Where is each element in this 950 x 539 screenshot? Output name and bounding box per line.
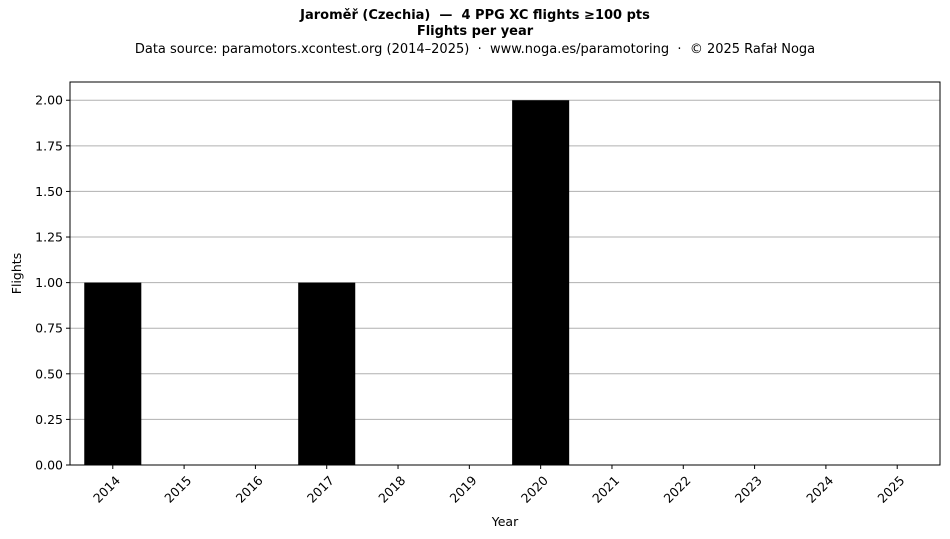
x-axis-label: Year: [491, 514, 519, 529]
gridlines: [70, 99, 940, 466]
bar-2020: [512, 100, 570, 465]
chart-source-note: Data source: paramotors.xcontest.org (20…: [134, 42, 816, 57]
bar-2017: [298, 282, 356, 465]
y-axis: 0.00 0.25 0.50 0.75 1.00 1.25 1.50 1.75 2.00: [35, 93, 70, 473]
bar-2014: [84, 282, 142, 465]
y-tick-label: 1.00: [35, 275, 63, 290]
x-tick-label: 2014: [90, 473, 123, 506]
chart-header: Jaroměř (Czechia) — 4 PPG XC flights ≥10…: [0, 8, 950, 59]
chart-subtitle: Flights per year: [416, 24, 534, 39]
plot-frame: [69, 81, 941, 466]
x-tick-label: 2019: [447, 473, 480, 506]
x-tick-label: 2018: [375, 473, 408, 506]
bars: [84, 100, 570, 465]
x-tick-label: 2021: [589, 473, 622, 506]
y-tick-label: 1.75: [35, 138, 63, 153]
y-tick-label: 1.25: [35, 230, 63, 245]
y-tick-label: 2.00: [35, 93, 63, 108]
x-tick-label: 2023: [732, 473, 765, 506]
y-tick-label: 0.75: [35, 321, 63, 336]
x-tick-label: 2017: [304, 473, 337, 506]
x-tick-label: 2015: [161, 473, 194, 506]
x-tick-label: 2024: [803, 473, 836, 506]
x-tick-label: 2025: [874, 473, 907, 506]
y-tick-label: 0.00: [35, 458, 63, 473]
y-tick-label: 1.50: [35, 184, 63, 199]
chart-title: Jaroměř (Czechia) — 4 PPG XC flights ≥10…: [300, 8, 650, 23]
y-axis-label: Flights: [9, 253, 24, 294]
x-tick-label: 2016: [233, 473, 266, 506]
y-tick-label: 0.50: [35, 366, 63, 381]
y-tick-label: 0.25: [35, 412, 63, 427]
x-axis: 2014 2015 2016 2017 2018 2019 2020 2021 2022 2023…: [90, 465, 908, 506]
x-tick-label: 2022: [660, 473, 693, 506]
x-tick-label: 2020: [518, 473, 551, 506]
